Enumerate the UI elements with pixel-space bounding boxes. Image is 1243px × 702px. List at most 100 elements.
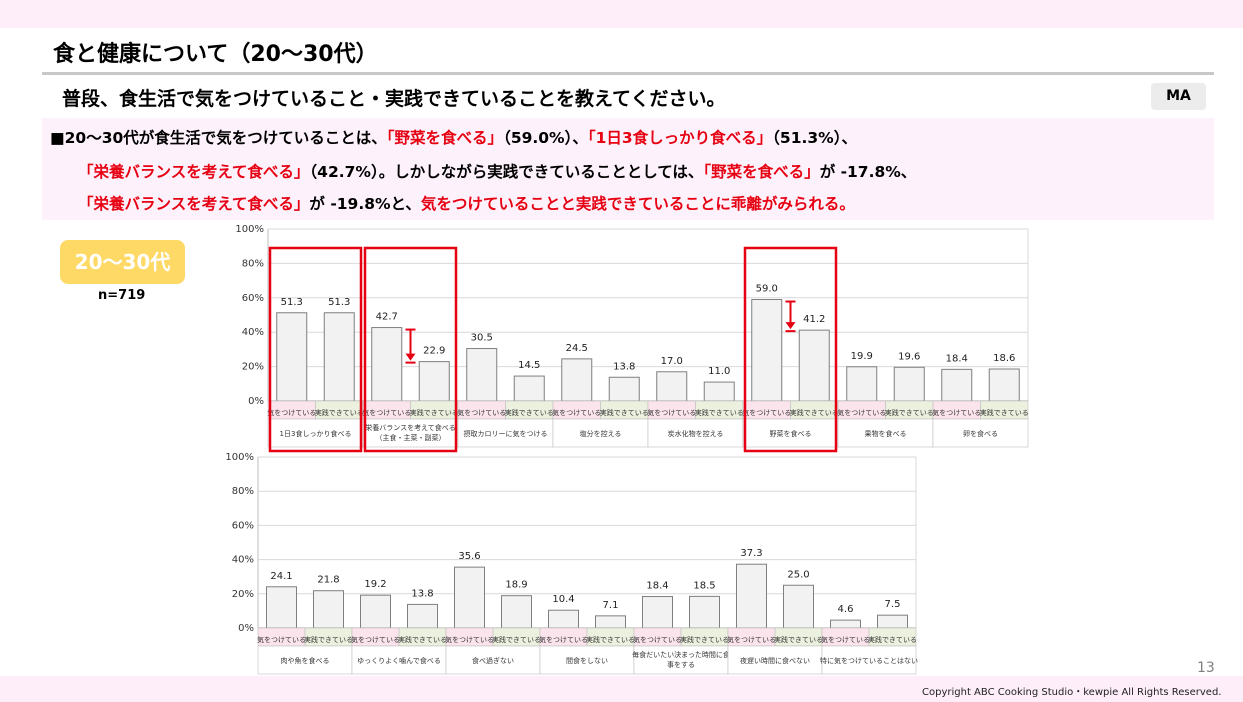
bar (877, 614, 908, 629)
bar (407, 603, 438, 629)
summary-line1-segment: （59.0%）、 (503, 129, 588, 147)
data-label: 7.5 (885, 599, 901, 610)
series-label: 実践できている (410, 408, 459, 417)
bar (703, 381, 735, 402)
summary-line1-segment: （51.3%）、 (772, 129, 857, 147)
bar (798, 329, 830, 402)
page-number: 13 (1197, 660, 1215, 676)
category-label: 毎食だいたい決まった時間に食事をする (632, 650, 730, 669)
summary-line1-segment: 「1日3食しっかり食べる」 (587, 129, 773, 147)
data-label: 25.0 (787, 569, 809, 580)
top-band (0, 0, 1243, 28)
summary-line-2: 「栄養バランスを考えて食べる」（42.7%）。しかしながら実践できていることとし… (78, 160, 916, 182)
data-label: 51.3 (328, 297, 350, 308)
highlight-box (268, 246, 363, 453)
bar (608, 376, 640, 402)
bar (360, 594, 391, 629)
category-label: 卵を食べる (963, 429, 998, 438)
series-label: 気をつけている (647, 408, 696, 417)
summary-line-1: ■20～30代が食生活で気をつけていることは、「野菜を食べる」（59.0%）、「… (50, 126, 857, 148)
data-label: 35.6 (458, 551, 480, 562)
category-label: 果物を食べる (865, 429, 907, 438)
category-label: 肉や魚を食べる (281, 656, 330, 665)
data-label: 19.9 (851, 351, 873, 362)
series-label: 気をつけている (837, 408, 886, 417)
bar (988, 368, 1020, 402)
series-label: 実践できている (315, 408, 364, 417)
bar (561, 358, 593, 402)
category-cell (742, 418, 839, 448)
category-label: 摂取カロリーに気をつける (464, 429, 548, 438)
bar (736, 563, 767, 629)
summary-line1-segment: 「野菜を食べる」 (386, 129, 504, 147)
category-label: 1日3食しっかり食べる (280, 429, 352, 438)
category-cell (633, 645, 729, 675)
bar (323, 312, 355, 402)
chart-bottom: 0% 20% 40% 60% 80% 100% 24.1 気をつけている 21.8 実践できている… (225, 452, 918, 675)
summary-line1-segment: ■20～30代が食生活で気をつけていることは、 (50, 129, 387, 147)
survey-question: 普段、食生活で気をつけていること・実践できていることを教えてください。 (62, 88, 726, 110)
category-cell (727, 645, 823, 675)
bar (313, 590, 344, 629)
category-cell (647, 418, 744, 448)
data-label: 59.0 (756, 284, 778, 295)
bar (266, 586, 297, 629)
category-cell (821, 645, 917, 675)
highlight-box (363, 246, 458, 453)
data-label: 4.6 (838, 604, 854, 615)
series-label: 実践できている (492, 635, 541, 644)
y-tick-label: 100% (225, 452, 254, 463)
chart-top: 0% 20% 40% 60% 80% 100% 51.3 気をつけている 51.3 実践できている… (235, 224, 1029, 453)
data-label: 19.2 (364, 579, 386, 590)
data-label: 18.4 (946, 353, 968, 364)
data-label: 19.6 (898, 351, 920, 362)
category-cell (837, 418, 934, 448)
series-label: 気をつけている (821, 635, 870, 644)
series-label: 気をつけている (457, 408, 506, 417)
y-tick-label: 80% (232, 486, 254, 497)
category-label: 栄養バランスを考えて食べる（主食・主菜・副菜） (365, 423, 456, 442)
data-label: 17.0 (661, 356, 683, 367)
multiple-answer-badge: MA (1151, 83, 1206, 110)
data-label: 18.4 (646, 581, 668, 592)
data-label: 13.8 (411, 588, 433, 599)
bar (595, 615, 626, 629)
data-label: 7.1 (603, 600, 619, 611)
bar (513, 375, 545, 402)
title-divider (42, 72, 1214, 75)
series-label: 気をつけている (539, 635, 588, 644)
highlight-box (743, 246, 838, 453)
series-label: 実践できている (774, 635, 823, 644)
data-label: 24.1 (270, 571, 292, 582)
gap-arrow-head (785, 322, 796, 330)
summary-line-3: 「栄養バランスを考えて食べる」が -19.8%と、気をつけていることと実践できて… (78, 192, 855, 214)
data-label: 22.9 (423, 346, 445, 357)
category-label: 間食をしない (566, 656, 608, 665)
series-label: 気をつけている (727, 635, 776, 644)
y-tick-label: 40% (242, 327, 264, 338)
data-label: 42.7 (376, 312, 398, 323)
summary-line2-segment: （42.7%）。しかしながら実践できていることとしては、 (309, 163, 704, 181)
bar (548, 609, 579, 629)
bar (656, 371, 688, 402)
bar (846, 366, 878, 402)
series-label: 実践できている (695, 408, 744, 417)
data-label: 18.9 (505, 580, 527, 591)
data-label: 41.2 (803, 314, 825, 325)
summary-line2-segment: 「栄養バランスを考えて食べる」 (78, 163, 310, 181)
series-label: 実践できている (885, 408, 934, 417)
category-label-line: 栄養バランスを考えて食べる (365, 423, 456, 432)
category-label: 炭水化物を控える (668, 429, 724, 438)
bar (893, 366, 925, 402)
category-cell (257, 645, 353, 675)
bar (642, 596, 673, 629)
category-cell (552, 418, 649, 448)
bar (454, 566, 485, 629)
age-segment-badge: 20～30代 (60, 240, 185, 284)
data-label: 24.5 (566, 343, 588, 354)
series-label: 気をつけている (742, 408, 791, 417)
category-label-line: 毎食だいたい決まった時間に食 (632, 650, 730, 659)
series-label: 気をつけている (351, 635, 400, 644)
series-label: 実践できている (304, 635, 353, 644)
y-tick-label: 60% (242, 293, 264, 304)
